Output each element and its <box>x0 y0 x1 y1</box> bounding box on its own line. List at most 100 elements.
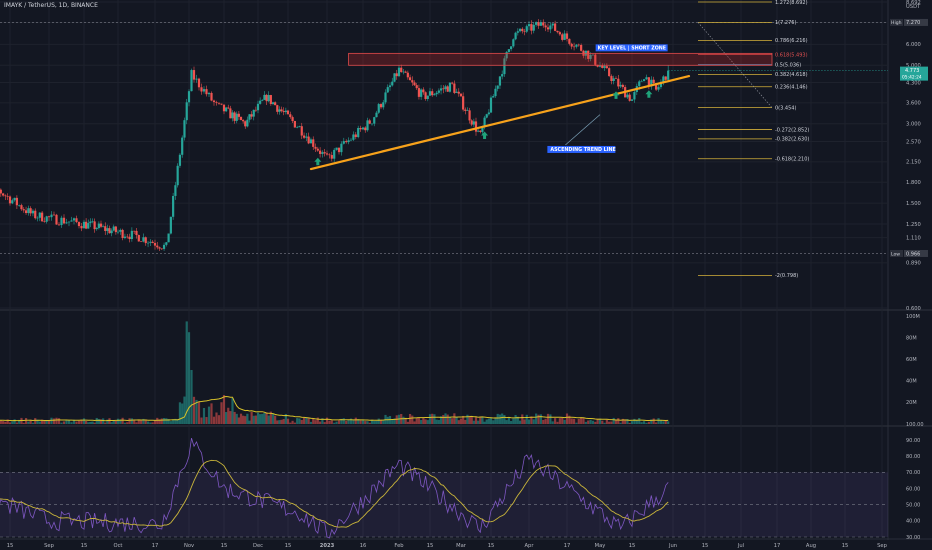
fib-level-label: -0.272(2.852) <box>775 127 809 133</box>
candle-body <box>144 237 147 244</box>
volume-bar <box>464 419 467 424</box>
candle-body <box>185 102 188 121</box>
candle-body <box>278 109 281 112</box>
volume-bar <box>521 414 524 424</box>
candle-body <box>11 200 14 204</box>
volume-bar <box>8 422 12 424</box>
rsi-tick-label: 60.00 <box>906 486 920 492</box>
volume-bar <box>34 418 37 424</box>
candle-body <box>302 135 306 138</box>
candle-body <box>479 130 482 132</box>
x-tick-label: 15 <box>7 543 14 549</box>
candle-body <box>104 226 107 231</box>
volume-bar <box>278 420 281 424</box>
volume-bar <box>379 420 383 424</box>
volume-bar <box>652 418 655 424</box>
candle-body <box>601 65 604 68</box>
volume-bar <box>151 422 154 424</box>
short-zone[interactable] <box>348 52 773 66</box>
candle-body <box>231 112 234 119</box>
volume-bar <box>472 420 475 424</box>
volume-bar <box>664 420 667 424</box>
candle-body <box>70 220 73 222</box>
candle-body <box>563 33 566 40</box>
candle-body <box>34 210 37 219</box>
volume-bar <box>24 418 28 424</box>
high-value-badge <box>904 18 928 26</box>
fib-level-label: -2(0.798) <box>775 273 798 279</box>
candle-body <box>402 71 405 73</box>
price-pane[interactable]: 1.272(8.692) 1(7.276) 0.786(6.216) 0.618(5.… <box>0 0 888 279</box>
candle-body <box>200 87 203 92</box>
volume-bar <box>300 419 303 424</box>
x-tick-label: Feb <box>394 543 404 549</box>
candle-body <box>160 248 163 250</box>
volume-bar <box>70 422 73 424</box>
candle-body <box>319 150 322 154</box>
candle-body <box>298 126 301 128</box>
volume-bar <box>282 418 285 424</box>
volume-bar <box>82 418 86 424</box>
volume-bar <box>612 417 615 424</box>
candle-body <box>373 117 376 124</box>
volume-bar <box>549 414 552 424</box>
candle-body <box>386 87 389 93</box>
volume-bar <box>6 419 9 424</box>
x-tick-label: May <box>595 543 606 549</box>
volume-bar <box>67 420 71 424</box>
candle-body <box>417 88 421 97</box>
bounce-arrow-icon <box>645 90 653 98</box>
candle-body <box>114 226 117 233</box>
volume-bar <box>667 421 670 424</box>
candle-body <box>140 241 143 243</box>
x-tick-label: 17 <box>152 543 159 549</box>
volume-bar <box>580 417 583 424</box>
volume-bar <box>104 422 107 424</box>
ascending-trend-line[interactable] <box>309 74 691 171</box>
volume-bar <box>47 420 51 424</box>
candle-body <box>621 84 624 88</box>
candle-body <box>271 102 275 104</box>
candle-body <box>444 86 447 90</box>
x-tick-label: Jun <box>668 543 677 549</box>
volume-bar <box>368 422 371 424</box>
candle-body <box>227 107 230 109</box>
candle-body <box>619 84 622 87</box>
volume-bar <box>38 421 41 424</box>
candle-body <box>212 100 216 103</box>
volume-tick-label: 20M <box>906 400 917 406</box>
candle-body <box>446 86 449 92</box>
candle-body <box>333 149 336 159</box>
volume-bar <box>80 419 83 424</box>
volume-bar <box>22 422 25 424</box>
current-price-badge <box>900 66 928 81</box>
volume-bar <box>36 419 39 424</box>
candle-body <box>239 116 243 121</box>
price-axis[interactable]: 8.692 7.270 6.000 5.000 4.300 3.600 3.000 2.570… <box>890 0 928 541</box>
candle-body <box>284 110 287 113</box>
candle-body <box>544 25 547 28</box>
candle-body <box>542 22 545 26</box>
x-tick-label: 15 <box>842 543 849 549</box>
volume-bar <box>582 417 585 424</box>
candle-body <box>6 196 9 197</box>
rsi-tick-label: 30.00 <box>906 535 920 541</box>
volume-bar <box>558 418 561 424</box>
candle-body <box>422 89 425 93</box>
candle-body <box>505 52 508 59</box>
volume-tick-label: 60M <box>906 357 917 363</box>
time-axis[interactable]: 15 Sep 15 Oct 17 Nov 15 Dec 15 2023 16 Feb 15 Mar 15 Ap… <box>7 543 888 549</box>
volume-bar <box>435 419 438 424</box>
candle-body <box>119 229 122 232</box>
candle-body <box>99 223 103 227</box>
volume-bar <box>342 418 345 424</box>
candle-body <box>195 78 198 80</box>
candle-body <box>172 195 175 217</box>
candle-body <box>93 221 96 230</box>
candle-body <box>437 90 440 93</box>
candle-body <box>133 230 136 232</box>
candle-body <box>645 77 648 80</box>
volume-bar <box>608 421 611 424</box>
